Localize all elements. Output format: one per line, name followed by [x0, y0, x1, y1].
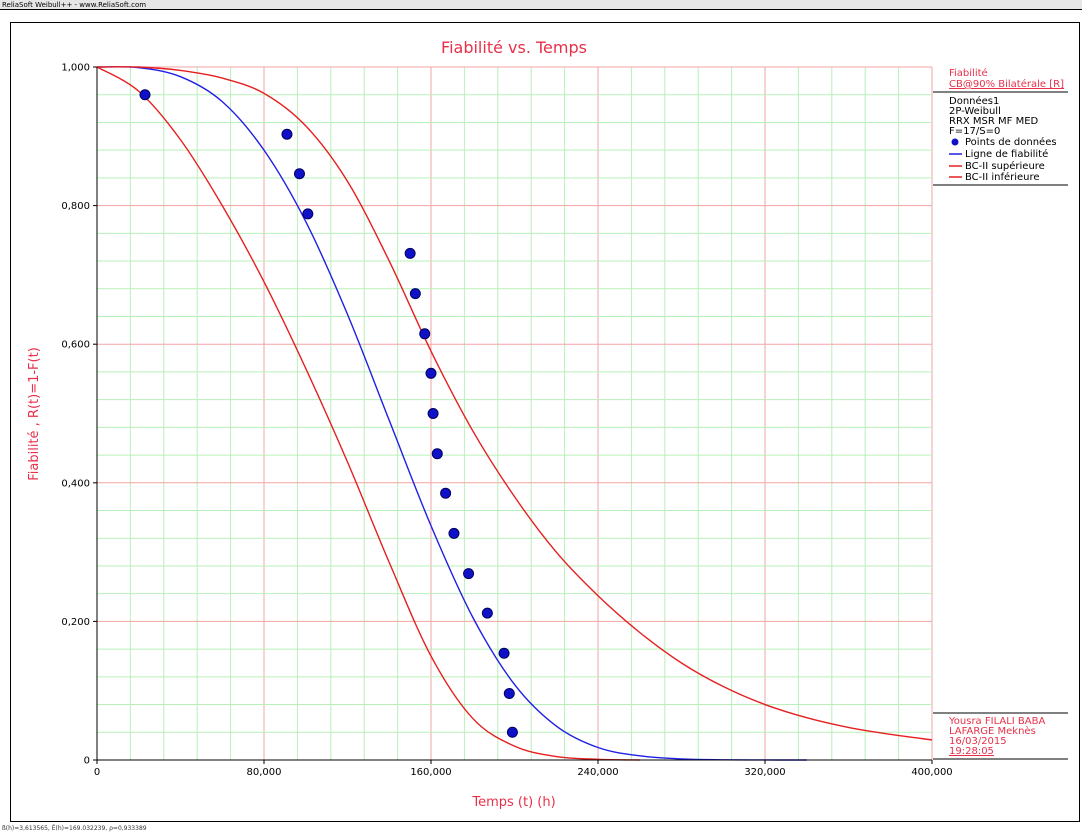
x-axis-label: Temps (t) (h): [471, 795, 555, 810]
status-bar: ß(h)=3,613565, Ê(h)=169.032239, ρ=0,9333…: [0, 824, 1082, 834]
y-axis-label: Fiabilité , R(t)=1-F(t): [27, 347, 42, 481]
fit-line: [96, 66, 807, 761]
data-point: [463, 568, 475, 580]
x-tick-label: 240,000: [577, 767, 618, 778]
legend-item-points: Points de données: [965, 136, 1057, 148]
data-point: [440, 487, 452, 499]
upper-bound-line: [96, 66, 933, 741]
legend-info: Données1: [949, 95, 999, 107]
y-tick-label: 0,200: [61, 617, 90, 628]
data-point: [498, 647, 510, 659]
author-company: LAFARGE Meknès: [949, 725, 1036, 737]
chart-title: Fiabilité vs. Temps: [441, 38, 587, 57]
legend-info: 2P-Weibull: [949, 106, 1001, 117]
x-tick-label: 0: [94, 767, 100, 778]
legend-item-upper: BC-II supérieure: [965, 160, 1045, 172]
title-bar: ReliaSoft Weibull++ - www.ReliaSoft.com: [0, 0, 1082, 10]
y-tick-label: 0: [84, 756, 90, 767]
author-block: Yousra FILALI BABA LAFARGE Meknès 16/03/…: [933, 712, 1068, 760]
y-tick-label: 0,800: [61, 201, 90, 212]
data-point: [139, 89, 151, 101]
author-name: Yousra FILALI BABA: [948, 716, 1045, 727]
data-point: [281, 128, 293, 140]
y-tick-label: 1,000: [61, 63, 90, 74]
data-point: [293, 168, 305, 180]
data-point: [302, 208, 314, 220]
x-tick-label: 160,000: [410, 767, 451, 778]
y-tick-label: 0,400: [61, 478, 90, 489]
x-tick-label: 80,000: [247, 767, 282, 778]
plot-area: [97, 67, 932, 760]
author-date: 16/03/2015: [949, 736, 1007, 747]
data-point: [431, 448, 443, 460]
author-time: 19:28:05: [949, 746, 994, 757]
data-point: [425, 367, 437, 379]
curves: [96, 66, 933, 761]
axes: 0 80,000 160,000 240,000 320,000 400,000 0 0,20…: [61, 63, 952, 779]
data-point: [427, 408, 439, 419]
data-point: [409, 288, 421, 300]
data-point: [506, 726, 518, 738]
data-point: [404, 247, 416, 259]
legend-item-lower: BC-II inférieure: [965, 171, 1040, 183]
y-tick-label: 0,600: [61, 340, 90, 351]
legend-item-fit: Ligne de fiabilité: [965, 148, 1048, 160]
legend: Fiabilité CB@90% Bilatérale [R] Données1…: [933, 67, 1068, 186]
data-point: [419, 328, 431, 340]
lower-bound-line: [96, 66, 640, 761]
data-point: [448, 527, 460, 539]
legend-point-marker: [951, 138, 959, 146]
x-tick-label: 320,000: [744, 767, 785, 778]
data-point: [503, 687, 515, 699]
data-points: [139, 89, 518, 738]
legend-header: Fiabilité: [949, 67, 988, 79]
legend-info: F=17/S=0: [949, 126, 1000, 137]
data-point: [481, 607, 493, 619]
x-tick-label: 400,000: [911, 767, 952, 778]
legend-info: RRX MSR MF MED: [949, 116, 1039, 127]
grid: [96, 66, 933, 761]
legend-subheader: CB@90% Bilatérale [R]: [949, 78, 1064, 90]
